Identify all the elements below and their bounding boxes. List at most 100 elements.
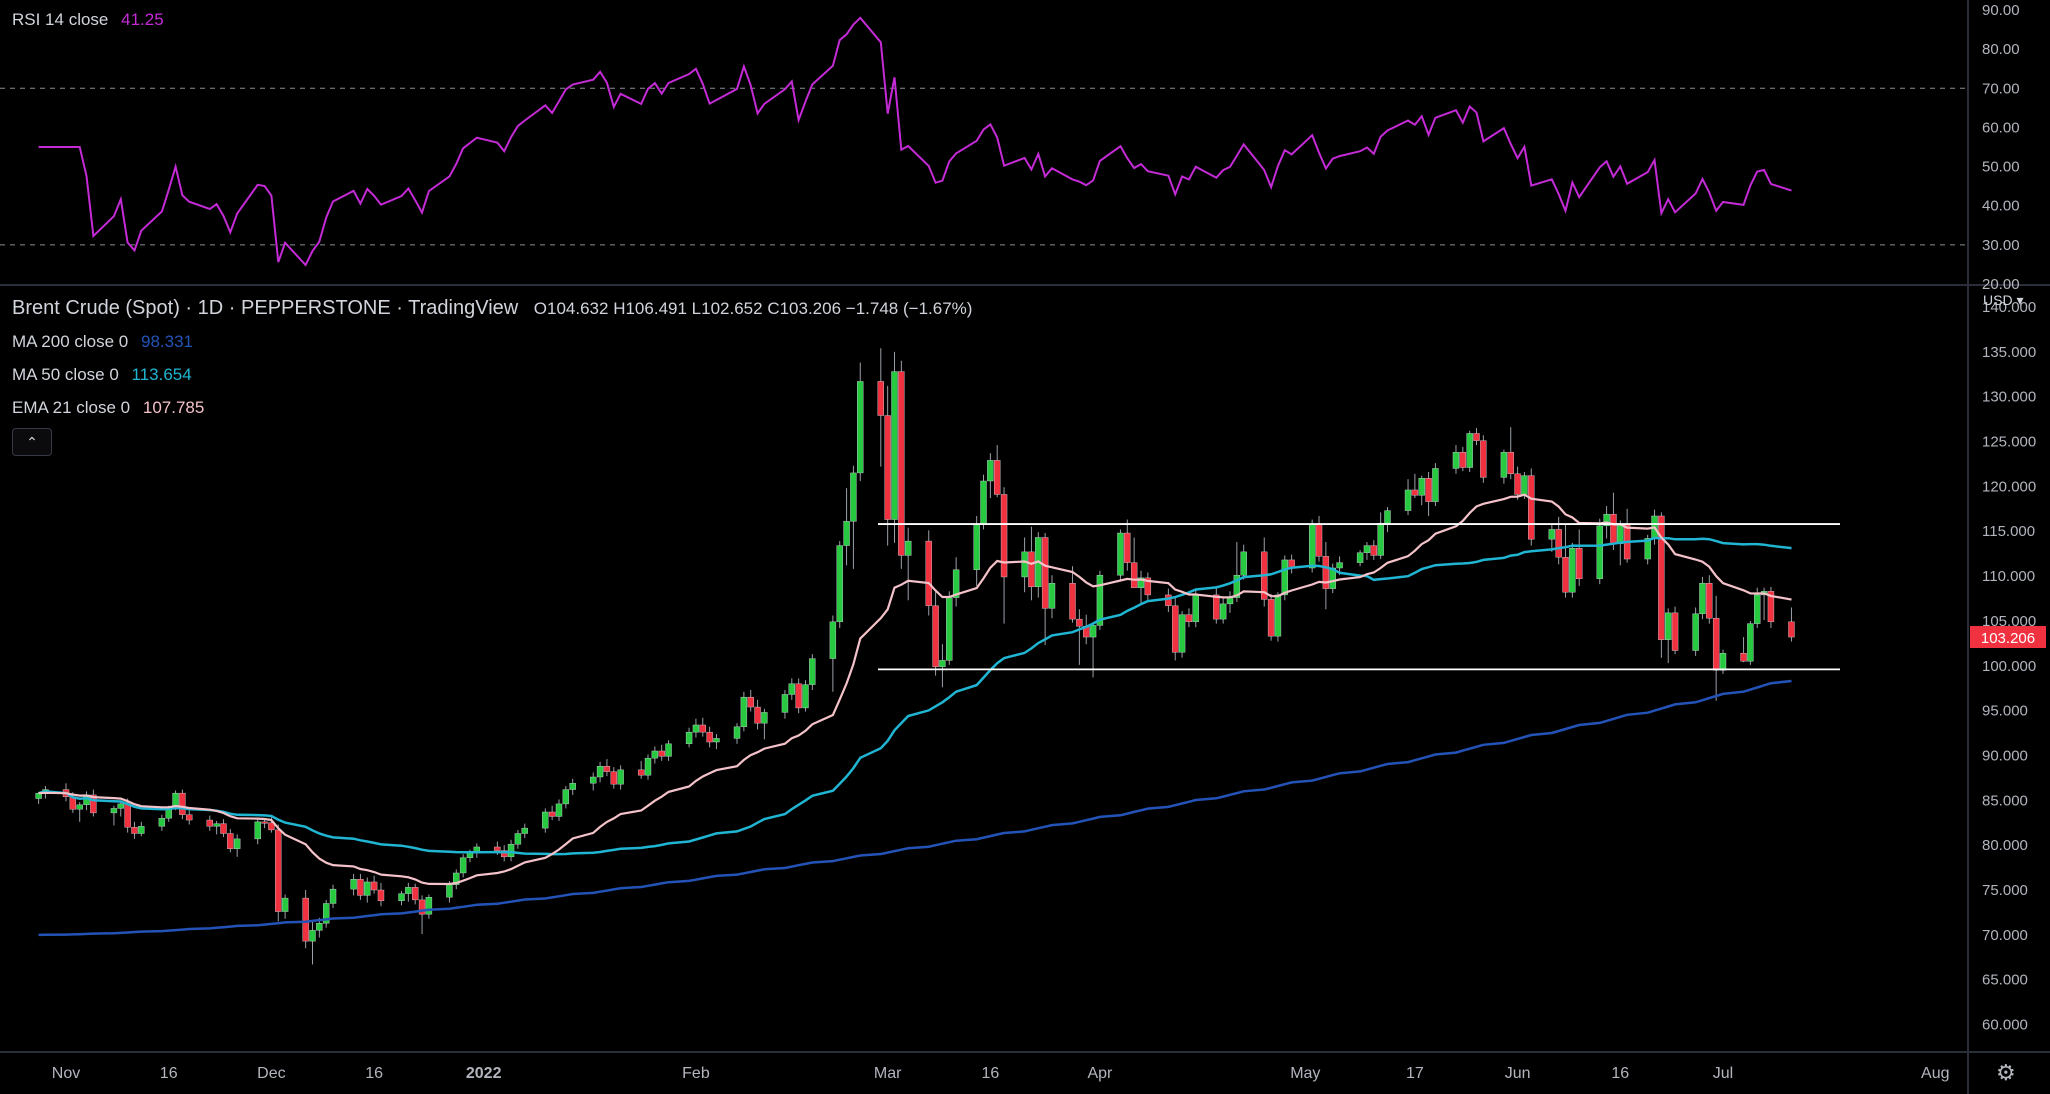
currency-selector[interactable]: USD ▾ xyxy=(1983,292,2023,309)
price-tick-label: 95.000 xyxy=(1982,703,2028,720)
rsi-tick-label: 50.00 xyxy=(1982,159,2020,176)
candle-body xyxy=(548,811,556,817)
candle-body xyxy=(1178,614,1186,653)
candle-body xyxy=(1576,548,1583,579)
candle-body xyxy=(1028,551,1035,588)
candle-body xyxy=(281,897,289,912)
candle-body xyxy=(158,818,166,827)
candle-body xyxy=(603,766,611,772)
rsi-line xyxy=(38,16,1792,267)
rsi-label: RSI 14 close xyxy=(12,10,109,29)
rsi-pane xyxy=(0,16,1968,267)
chevron-up-icon: ⌃ xyxy=(26,434,38,450)
price-tick-label: 110.000 xyxy=(1982,568,2035,585)
rsi-value: 41.25 xyxy=(121,10,164,29)
rsi-tick-label: 40.00 xyxy=(1982,198,2020,215)
rsi-legend: RSI 14 close 41.25 xyxy=(12,10,164,30)
candle-body xyxy=(412,887,419,901)
candle-body xyxy=(542,811,549,829)
time-tick-label: 16 xyxy=(365,1065,383,1082)
ema21-legend[interactable]: EMA 21 close 0 107.785 xyxy=(12,398,204,418)
ema21-label: EMA 21 close 0 xyxy=(12,398,131,417)
interval[interactable]: 1D xyxy=(197,297,224,319)
price-tick-label: 120.000 xyxy=(1982,478,2036,495)
candle-body xyxy=(939,660,946,667)
candle-body xyxy=(117,803,124,809)
time-tick-label: Feb xyxy=(682,1065,710,1082)
candle-body xyxy=(1124,532,1131,563)
candle-body xyxy=(973,523,980,570)
candle-body xyxy=(1411,489,1419,496)
candle-body xyxy=(637,769,645,776)
candle-body xyxy=(186,814,193,821)
candle-body xyxy=(685,731,693,745)
candle-body xyxy=(898,371,905,556)
candle-body xyxy=(1041,537,1049,609)
price-tick-label: 90.000 xyxy=(1982,747,2028,764)
settings-button[interactable]: ⚙ xyxy=(1996,1060,2016,1086)
candle-body xyxy=(699,724,706,733)
collapse-legend-button[interactable]: ⌃ xyxy=(12,428,52,456)
candle-body xyxy=(829,621,837,659)
candle-body xyxy=(706,731,713,743)
candle-body xyxy=(747,696,754,708)
candle-body xyxy=(1740,653,1747,662)
time-tick-label: Nov xyxy=(52,1065,80,1082)
ma200-label: MA 200 close 0 xyxy=(12,332,129,351)
candle-body xyxy=(1165,594,1172,606)
symbol-name[interactable]: Brent Crude (Spot) xyxy=(12,297,180,319)
candle-body xyxy=(138,826,145,834)
candle-body xyxy=(405,887,412,894)
rsi-tick-label: 60.00 xyxy=(1982,119,2020,136)
candle-body xyxy=(1226,597,1234,605)
candle-body xyxy=(1021,551,1028,578)
last-price-label: 103.206 xyxy=(1981,630,2035,647)
candle-body xyxy=(1767,591,1775,623)
candle-body xyxy=(1569,548,1576,593)
candle-body xyxy=(364,881,371,896)
candle-body xyxy=(1137,577,1145,588)
last-price-badge xyxy=(1970,626,2046,649)
candle-body xyxy=(357,879,364,896)
candle-body xyxy=(1130,562,1138,588)
ma50-legend[interactable]: MA 50 close 0 113.654 xyxy=(12,365,192,385)
candle-body xyxy=(884,415,891,520)
time-tick-label: Apr xyxy=(1087,1065,1113,1082)
candle-body xyxy=(1555,529,1562,558)
time-tick-label: Jun xyxy=(1505,1065,1531,1082)
ma200-value: 98.331 xyxy=(140,332,193,351)
candle-body xyxy=(1671,612,1679,651)
candle-body xyxy=(1514,473,1521,495)
candle-body xyxy=(1069,583,1076,620)
rsi-tick-label: 90.00 xyxy=(1982,2,2020,19)
ma200-legend[interactable]: MA 200 close 0 98.331 xyxy=(12,332,193,352)
price-tick-label: 70.000 xyxy=(1982,927,2028,944)
candle-body xyxy=(254,821,261,840)
candle-body xyxy=(446,884,453,898)
candle-body xyxy=(1500,452,1508,478)
candle-body xyxy=(494,846,501,851)
candle-body xyxy=(1233,574,1241,598)
candle-body xyxy=(1658,515,1665,640)
candle-body xyxy=(1281,559,1288,596)
candle-body xyxy=(1404,489,1412,511)
candle-body xyxy=(891,371,898,520)
price-tick-label: 125.000 xyxy=(1982,434,2036,451)
candle-body xyxy=(952,569,960,598)
candle-body xyxy=(1596,525,1603,579)
candle-body xyxy=(761,712,768,724)
candle-body xyxy=(1384,510,1391,524)
candle-body xyxy=(521,827,528,834)
close-value: C103.206 xyxy=(767,299,842,318)
candle-body xyxy=(1466,433,1473,468)
candle-body xyxy=(131,827,138,834)
candle-body xyxy=(610,771,617,785)
ema21-value: 107.785 xyxy=(142,398,205,417)
candle-body xyxy=(980,480,987,525)
open-value: O104.632 xyxy=(533,299,609,318)
candle-body xyxy=(1562,557,1569,593)
candle-body xyxy=(322,903,330,924)
candle-body xyxy=(1219,603,1227,620)
candle-body xyxy=(658,750,665,757)
